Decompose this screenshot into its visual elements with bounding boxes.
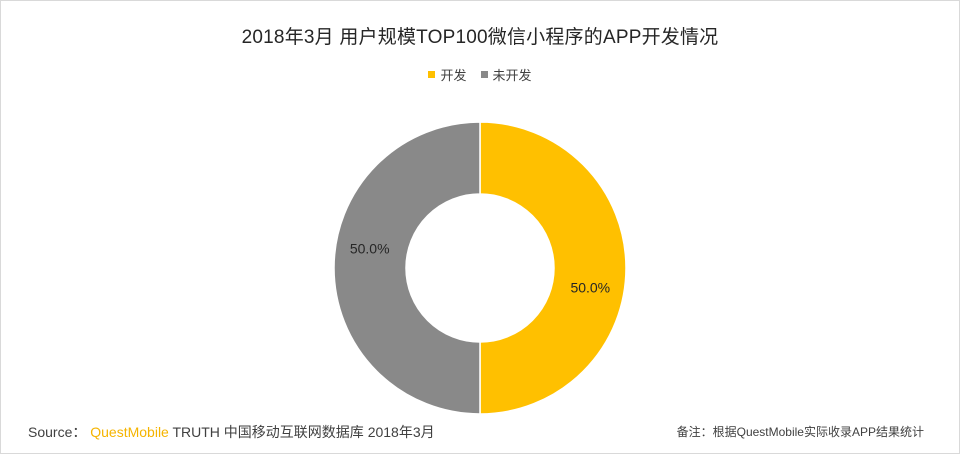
source-line: Source： QuestMobile TRUTH 中国移动互联网数据库 201… — [28, 422, 435, 442]
source-prefix: Source： — [28, 424, 87, 440]
legend-item-not-developed: 未开发 — [480, 65, 532, 84]
donut-slice-developed — [479, 121, 627, 415]
source-rest: TRUTH 中国移动互联网数据库 2018年3月 — [172, 424, 435, 440]
legend-item-developed: 开发 — [428, 65, 467, 84]
donut-slice-not-developed — [333, 121, 481, 415]
legend-swatch-not-developed — [480, 71, 488, 78]
legend-label-not-developed: 未开发 — [492, 68, 532, 83]
data-label-developed: 50.0% — [570, 279, 610, 295]
footer-note: 备注：根据QuestMobile实际收录APP结果统计 — [676, 425, 924, 439]
source-brand: QuestMobile — [90, 424, 169, 440]
legend-swatch-developed — [428, 71, 436, 78]
data-label-not-developed: 50.0% — [350, 241, 390, 257]
legend-label-developed: 开发 — [440, 68, 467, 83]
chart-title: 2018年3月 用户规模TOP100微信小程序的APP开发情况 — [241, 27, 719, 48]
chart-legend: 开发 未开发 — [0, 65, 960, 84]
